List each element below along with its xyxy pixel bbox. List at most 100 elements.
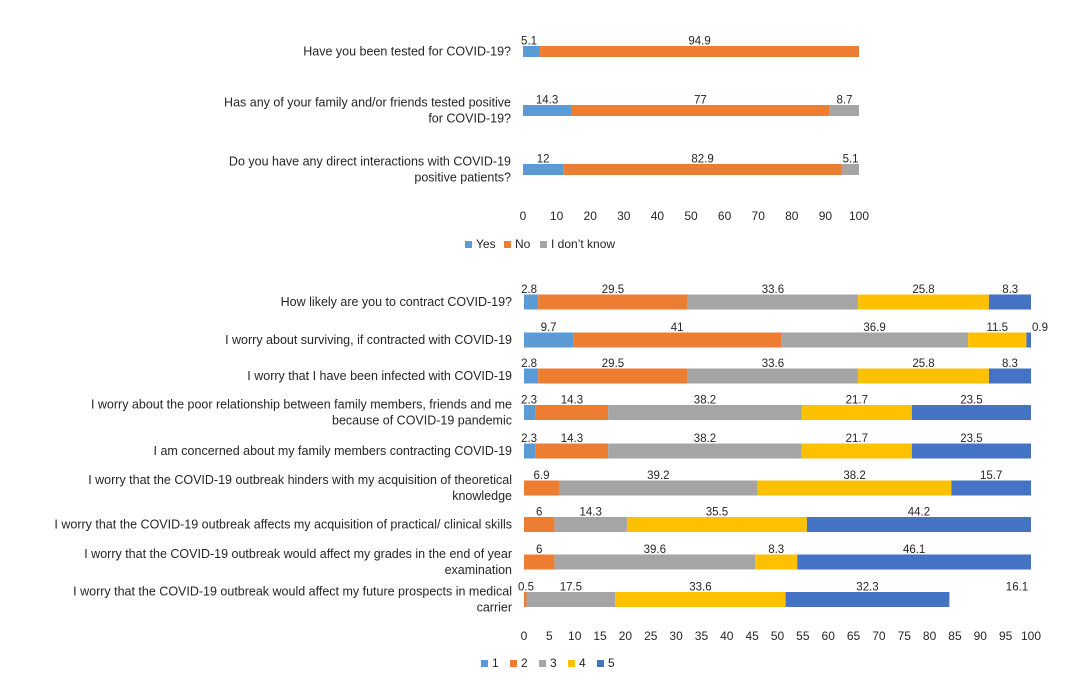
x-tick-label: 40 [720, 629, 734, 643]
bar-segment [755, 554, 798, 570]
data-label: 23.5 [960, 433, 982, 445]
bar-segment [563, 164, 842, 175]
x-tick-label: 40 [651, 209, 665, 223]
data-label: 5.1 [843, 154, 859, 166]
category-label: Has any of your family and/or friends te… [224, 96, 511, 126]
data-label: 77 [694, 95, 707, 107]
data-label: 39.6 [644, 544, 666, 556]
data-label: 32.3 [856, 582, 878, 594]
category-label: I worry that the COVID-19 outbreak would… [84, 547, 512, 577]
data-label: 33.6 [762, 358, 784, 370]
bar-segment [951, 480, 1031, 496]
category-label-line: Do you have any direct interactions with… [229, 155, 511, 169]
data-label: 5.1 [521, 36, 537, 48]
data-label: 0.5 [518, 582, 534, 594]
data-label: 8.7 [837, 95, 853, 107]
category-label-line: I worry that the COVID-19 outbreak would… [73, 585, 512, 599]
data-label: 14.3 [579, 507, 601, 519]
data-label: 6 [536, 544, 542, 556]
data-label: 14.3 [561, 433, 583, 445]
category-label-line: for COVID-19? [428, 112, 511, 126]
data-label: 12 [537, 154, 550, 166]
x-tick-label: 100 [1021, 629, 1041, 643]
bar-segment [911, 405, 1031, 420]
bar-segment [785, 592, 950, 607]
bar-segment [841, 164, 859, 175]
data-label: 8.3 [768, 544, 784, 556]
bar-segment [538, 294, 688, 310]
category-label: I worry that I have been infected with C… [247, 369, 512, 383]
bar-segment [1026, 332, 1031, 348]
bar-segment [524, 517, 555, 532]
bar-segment [806, 517, 1031, 532]
data-label: 8.3 [1002, 358, 1018, 370]
chart-covid-exposure: Have you been tested for COVID-19? Has an… [224, 36, 869, 252]
chart-covid-worries: How likely are you to contract COVID-19?… [54, 284, 1048, 670]
data-label: 38.2 [843, 470, 865, 482]
data-label: 0.9 [1032, 322, 1048, 334]
bar-segment [687, 368, 859, 384]
category-label: Have you been tested for COVID-19? [303, 45, 511, 59]
category-label-line: examination [445, 563, 512, 577]
category-label-line: Have you been tested for COVID-19? [303, 45, 511, 59]
x-tick-label: 50 [771, 629, 785, 643]
data-label: 29.5 [602, 284, 624, 296]
bar-segment [968, 332, 1027, 348]
category-label: I worry that the COVID-19 outbreak affec… [54, 518, 512, 532]
bar-segment [757, 480, 952, 496]
data-label: 14.3 [536, 95, 558, 107]
data-label: 2.8 [521, 284, 537, 296]
x-tick-label: 0 [521, 629, 528, 643]
data-label: 6 [536, 507, 542, 519]
data-label: 9.7 [541, 322, 557, 334]
data-label: 17.5 [560, 582, 582, 594]
category-label: I worry that the COVID-19 outbreak would… [73, 585, 512, 615]
x-tick-label: 60 [718, 209, 732, 223]
data-label: 6.9 [533, 470, 549, 482]
bar-segment [615, 592, 786, 607]
data-label: 2.3 [521, 433, 537, 445]
category-label-line: I worry that the COVID-19 outbreak would… [84, 547, 512, 561]
bar-segment [797, 554, 1031, 570]
category-label-line: I am concerned about my family members c… [154, 444, 513, 458]
bar-segment [524, 554, 555, 570]
legend-swatch [597, 660, 604, 667]
bar-segment [988, 368, 1031, 384]
bar-segment [535, 405, 609, 420]
bar-segment [858, 368, 989, 384]
legend-label: 4 [579, 656, 586, 670]
x-tick-label: 20 [619, 629, 633, 643]
x-tick-label: 85 [948, 629, 962, 643]
category-label-line: I worry that the COVID-19 outbreak affec… [54, 518, 512, 532]
data-label: 46.1 [903, 544, 925, 556]
x-tick-label: 80 [923, 629, 937, 643]
bar-segment [687, 294, 859, 310]
bar-segment [911, 443, 1031, 459]
category-label: How likely are you to contract COVID-19? [281, 295, 512, 309]
legend-swatch [481, 660, 488, 667]
bar-segment [535, 443, 609, 459]
legend-swatch [568, 660, 575, 667]
bar-segment [801, 405, 912, 420]
x-tick-label: 25 [644, 629, 658, 643]
data-label: 2.8 [521, 358, 537, 370]
data-label: 15.7 [980, 470, 1002, 482]
data-label: 21.7 [846, 395, 868, 407]
category-label-line: How likely are you to contract COVID-19? [281, 295, 512, 309]
bar-segment [524, 405, 536, 420]
bar-segment [524, 480, 559, 496]
x-tick-label: 15 [593, 629, 607, 643]
category-label-line: Has any of your family and/or friends te… [224, 96, 511, 110]
category-label-line: I worry that the COVID-19 outbreak hinde… [88, 473, 512, 487]
data-label: 16.1 [1006, 582, 1028, 594]
data-label: 11.5 [987, 322, 1009, 334]
legend-label: 1 [492, 656, 499, 670]
bar-segment [524, 332, 574, 348]
x-tick-label: 0 [520, 209, 527, 223]
bar-segment [554, 554, 756, 570]
x-tick-label: 90 [974, 629, 988, 643]
bar-segment [540, 46, 859, 57]
x-tick-label: 80 [785, 209, 799, 223]
category-label-line: because of COVID-19 pandemic [332, 414, 512, 428]
